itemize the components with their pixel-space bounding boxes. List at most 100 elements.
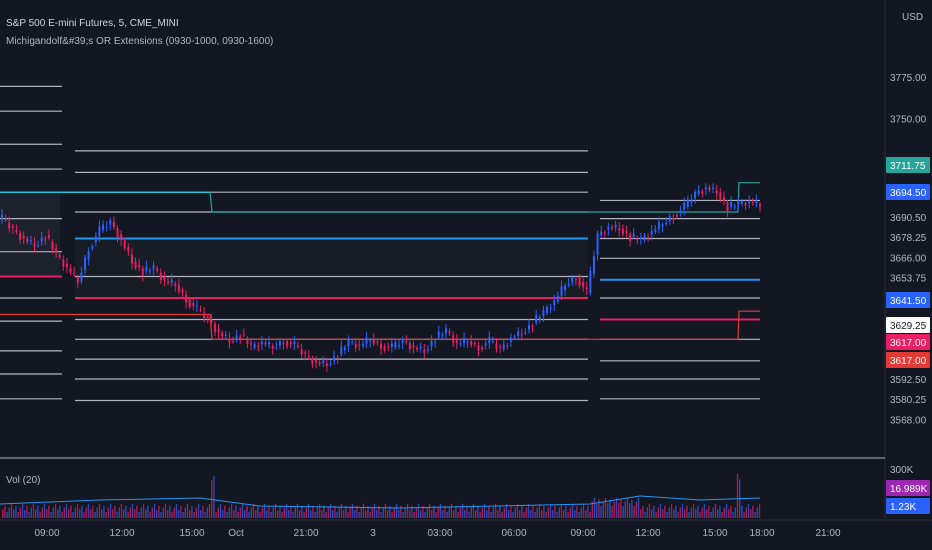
candle-body	[145, 266, 148, 272]
volume-bar	[151, 507, 153, 518]
candle-body	[4, 218, 7, 220]
volume-bar	[272, 507, 274, 518]
candle-body	[358, 344, 361, 346]
time-tick: 12:00	[635, 528, 660, 539]
volume-bar	[296, 503, 299, 518]
volume-bar	[505, 503, 508, 518]
volume-bar	[466, 505, 468, 518]
volume-bar	[24, 510, 26, 518]
candle-body	[275, 347, 278, 349]
candle-body	[560, 286, 563, 296]
volume-label-box	[886, 498, 930, 514]
volume-bar	[459, 507, 461, 518]
volume-bar	[538, 503, 541, 518]
candle-body	[40, 237, 43, 242]
volume-bar	[411, 505, 413, 518]
candle-body	[174, 283, 177, 286]
volume-bar	[59, 505, 61, 518]
candle-body	[177, 284, 180, 292]
volume-bar	[200, 510, 202, 518]
volume-bar	[514, 507, 516, 518]
volume-bar	[681, 503, 684, 518]
volume-bar	[611, 506, 613, 518]
candle-body	[336, 357, 339, 359]
volume-bar	[510, 505, 512, 518]
volume-bar	[32, 503, 35, 518]
volume-bar	[17, 512, 19, 518]
volume-bar	[732, 512, 734, 518]
volume-bar	[109, 503, 112, 518]
volume-bar	[552, 510, 554, 518]
volume-bar	[219, 503, 222, 518]
candle-body	[452, 335, 455, 343]
candle-body	[416, 347, 419, 350]
candle-body	[567, 283, 570, 285]
candle-body	[398, 345, 401, 347]
volume-bar	[101, 509, 103, 518]
volume-bar	[435, 512, 437, 518]
price-label-text: 3617.00	[890, 356, 927, 367]
volume-bar	[189, 510, 191, 518]
volume-bar	[92, 505, 94, 518]
candle-body	[293, 341, 296, 345]
candle-body	[603, 232, 606, 234]
volume-bar	[162, 507, 164, 518]
candle-body	[264, 342, 267, 345]
candle-body	[239, 336, 242, 339]
volume-bar	[98, 503, 101, 518]
volume-bar	[83, 512, 85, 518]
volume-bar	[497, 510, 499, 518]
candle-body	[199, 309, 202, 311]
volume-bar	[142, 503, 145, 518]
volume-bar	[277, 510, 279, 518]
candle-body	[437, 331, 440, 338]
volume-bar	[580, 507, 582, 518]
volume-label[interactable]: Vol (20)	[6, 475, 41, 486]
volume-bar	[743, 512, 745, 518]
indicator-label[interactable]: Michigandolf&#39;s OR Extensions (0930-1…	[6, 36, 274, 47]
candle-body	[152, 265, 155, 270]
volume-bar	[657, 507, 659, 518]
volume-bar	[338, 507, 340, 518]
candle-body	[29, 239, 32, 241]
volume-bar	[327, 507, 329, 518]
volume-bar	[74, 507, 76, 518]
volume-bar	[439, 503, 442, 518]
candle-body	[84, 257, 87, 271]
volume-bar	[226, 512, 228, 518]
volume-bar	[613, 501, 615, 518]
volume-bar	[318, 503, 321, 518]
volume-bar	[470, 507, 472, 518]
candle-body	[1, 214, 3, 219]
volume-bar	[701, 507, 703, 518]
volume-bar	[46, 509, 48, 518]
volume-bar	[618, 503, 620, 518]
volume-bar	[391, 512, 393, 518]
volume-bar	[28, 512, 30, 518]
candle-body	[380, 343, 382, 349]
volume-bar	[486, 510, 488, 518]
volume-bar	[373, 503, 376, 518]
volume-bar	[112, 509, 114, 518]
candle-body	[712, 187, 715, 189]
candle-body	[755, 200, 758, 204]
volume-bar	[134, 509, 136, 518]
candle-body	[697, 190, 700, 194]
candle-body	[87, 251, 90, 260]
volume-bar	[668, 507, 670, 518]
candle-body	[542, 309, 545, 317]
volume-bar	[736, 473, 739, 518]
chart-title[interactable]: S&P 500 E-mini Futures, 5, CME_MINI	[6, 18, 179, 29]
volume-bar	[208, 503, 211, 518]
candle-body	[8, 222, 11, 229]
candle-body	[130, 254, 133, 264]
volume-bar	[699, 512, 701, 518]
volume-bar	[591, 501, 593, 518]
volume-bar	[321, 510, 323, 518]
volume-bar	[343, 510, 345, 518]
volume-bar	[257, 505, 259, 518]
candle-body	[401, 338, 404, 344]
volume-bar	[534, 512, 536, 518]
volume-bar	[50, 512, 52, 518]
